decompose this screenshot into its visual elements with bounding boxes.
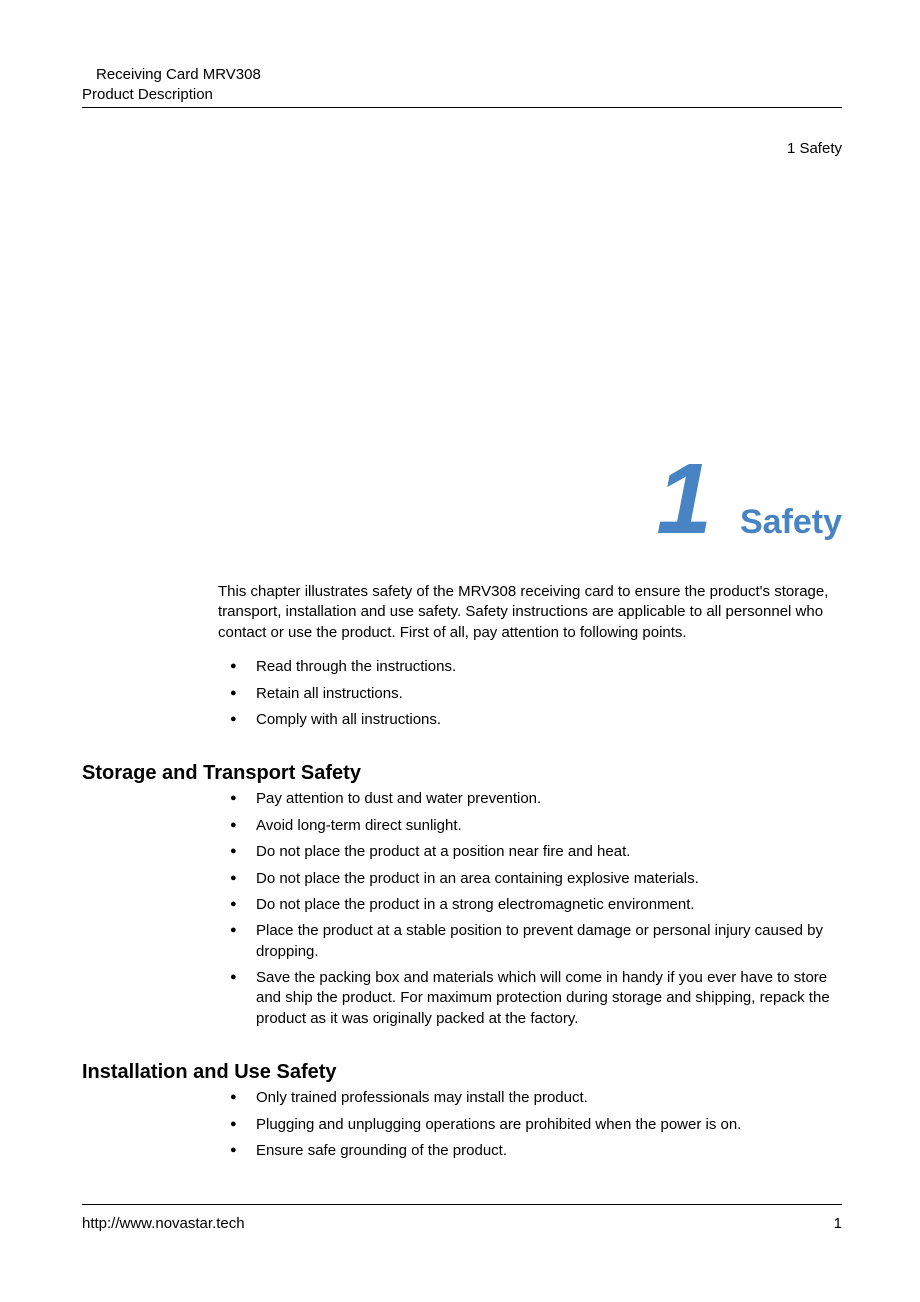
list-item: Only trained professionals may install t… — [230, 1088, 842, 1108]
header-doc-type: Product Description — [82, 86, 842, 103]
breadcrumb: 1 Safety — [82, 140, 842, 157]
list-item: Avoid long-term direct sunlight. — [230, 816, 842, 836]
list-item: Retain all instructions. — [230, 684, 842, 704]
chapter-heading: 1 Safety — [82, 459, 842, 542]
list-item: Pay attention to dust and water preventi… — [230, 789, 842, 809]
list-item: Do not place the product in an area cont… — [230, 869, 842, 889]
content-area: This chapter illustrates safety of the M… — [218, 582, 842, 730]
page-footer: http://www.novastar.tech 1 — [82, 1204, 842, 1232]
header-product-name: Receiving Card MRV308 — [82, 66, 842, 83]
intro-paragraph: This chapter illustrates safety of the M… — [218, 582, 842, 643]
footer-page-number: 1 — [834, 1215, 842, 1232]
page-header: Receiving Card MRV308 Product Descriptio… — [82, 66, 842, 108]
section-heading-installation: Installation and Use Safety — [82, 1061, 842, 1084]
section-heading-storage: Storage and Transport Safety — [82, 762, 842, 785]
list-item: Save the packing box and materials which… — [230, 968, 842, 1029]
list-item: Do not place the product in a strong ele… — [230, 895, 842, 915]
chapter-number: 1 — [656, 459, 712, 539]
list-item: Do not place the product at a position n… — [230, 842, 842, 862]
intro-bullet-list: Read through the instructions. Retain al… — [218, 657, 842, 730]
list-item: Ensure safe grounding of the product. — [230, 1141, 842, 1161]
storage-bullet-list: Pay attention to dust and water preventi… — [218, 789, 842, 1029]
installation-bullet-list: Only trained professionals may install t… — [218, 1088, 842, 1161]
list-item: Plugging and unplugging operations are p… — [230, 1115, 842, 1135]
section-content-installation: Only trained professionals may install t… — [218, 1088, 842, 1161]
chapter-title: Safety — [740, 503, 842, 542]
section-content-storage: Pay attention to dust and water preventi… — [218, 789, 842, 1029]
footer-url: http://www.novastar.tech — [82, 1215, 245, 1232]
document-page: Receiving Card MRV308 Product Descriptio… — [0, 0, 920, 1302]
list-item: Comply with all instructions. — [230, 710, 842, 730]
list-item: Read through the instructions. — [230, 657, 842, 677]
list-item: Place the product at a stable position t… — [230, 921, 842, 962]
